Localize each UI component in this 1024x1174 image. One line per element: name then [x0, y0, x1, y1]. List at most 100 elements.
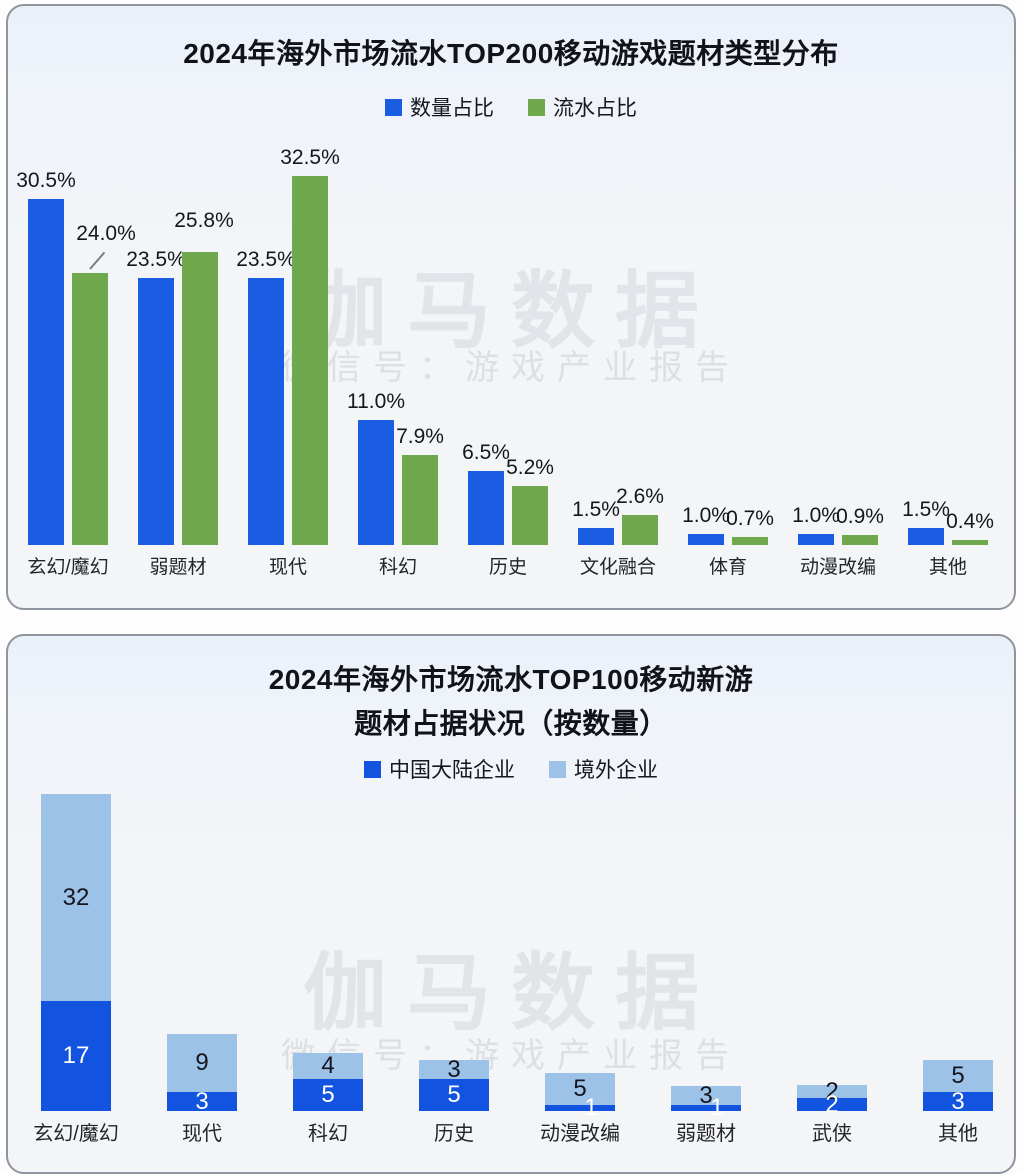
value-label: 4 — [321, 1052, 335, 1079]
category-label: 玄幻/魔幻 — [27, 557, 109, 578]
chart2-bar-domestic-c1 — [167, 1092, 237, 1111]
chart1-bar-s0-c2 — [248, 278, 284, 545]
value-label: 32 — [62, 883, 90, 911]
value-label: 32.5% — [280, 146, 340, 169]
category-label: 现代 — [268, 557, 307, 578]
chart2-bar-overseas-c7 — [923, 1060, 993, 1092]
overseas-swatch-icon — [549, 760, 566, 778]
category-label: 历史 — [488, 557, 527, 578]
revenue-share-label: 流水占比 — [553, 97, 637, 120]
chart1-bar-s0-c5 — [578, 528, 614, 545]
chart2-bar-domestic-c3 — [419, 1079, 489, 1111]
chart2-legend: 中国大陆企业 境外企业 — [8, 754, 1014, 784]
chart1-bar-s0-c0 — [28, 199, 64, 545]
chart1-bar-s0-c7 — [798, 534, 834, 545]
value-label: 25.8% — [174, 209, 234, 232]
legend-item-revenue-share: 流水占比 — [528, 92, 637, 122]
legend-item-mainland-china: 中国大陆企业 — [364, 754, 515, 784]
chart1-bar-s1-c1 — [182, 252, 218, 545]
chart1-bar-s1-c5 — [622, 515, 658, 545]
revenue-share-swatch-icon — [528, 98, 545, 116]
chart2-title-line2: 题材占据状况（按数量） — [354, 708, 668, 739]
chart2-plot: 32 17 玄幻/魔幻 9 3 现代 4 5 科幻 3 5 历史 5 1 动漫改编 3 1 弱题材 2 2 武侠 5 3 其他 — [8, 636, 1014, 1172]
value-label: 3 — [447, 1055, 461, 1083]
category-label: 动漫改编 — [540, 1123, 620, 1145]
chart1-title: 2024年海外市场流水TOP200移动游戏题材类型分布 — [183, 38, 839, 69]
value-label: 1 — [710, 1094, 724, 1121]
value-label: 5 — [447, 1081, 461, 1108]
category-label: 其他 — [928, 557, 967, 578]
value-label: 1.0% — [792, 504, 840, 527]
chart1-bar-s1-c7 — [842, 535, 878, 545]
chart2-bar-overseas-c2 — [293, 1053, 363, 1079]
chart2-bar-domestic-c0 — [41, 1001, 111, 1111]
chart2-bar-domestic-c7 — [923, 1092, 993, 1111]
chart1-bar-s1-c2 — [292, 176, 328, 545]
value-label: 1.5% — [572, 498, 620, 521]
value-label: 5 — [321, 1081, 335, 1108]
chart2-bar-domestic-c2 — [293, 1079, 363, 1111]
value-label: 2 — [825, 1090, 839, 1118]
value-label: 1 — [584, 1094, 598, 1121]
chart2-title-line1: 2024年海外市场流水TOP100移动新游 — [268, 664, 754, 695]
value-label: 0.7% — [726, 507, 774, 530]
category-label: 历史 — [434, 1123, 474, 1145]
value-label: 0.4% — [946, 510, 994, 533]
value-label: 11.0% — [347, 390, 405, 413]
value-label: 24.0% — [76, 222, 136, 245]
quantity-share-label: 数量占比 — [410, 97, 494, 120]
value-label: 1.5% — [902, 498, 950, 521]
value-label: 9 — [195, 1049, 209, 1076]
chart2-card: 2024年海外市场流水TOP100移动新游 题材占据状况（按数量） 中国大陆企业… — [6, 634, 1016, 1174]
chart2-bar-overseas-c0 — [41, 794, 111, 1001]
category-label: 科幻 — [308, 1123, 348, 1145]
chart2-bar-domestic-c5 — [671, 1105, 741, 1111]
value-label: 0.9% — [836, 505, 884, 528]
category-label: 弱题材 — [676, 1123, 736, 1145]
value-label: 6.5% — [462, 441, 510, 464]
mainland-china-swatch-icon — [364, 760, 381, 778]
value-label: 17 — [62, 1042, 90, 1069]
quantity-share-swatch-icon — [385, 98, 402, 116]
category-label: 武侠 — [812, 1123, 852, 1145]
legend-item-overseas: 境外企业 — [549, 754, 658, 784]
chart1-bar-s1-c8 — [952, 540, 988, 545]
value-label: 30.5% — [16, 169, 76, 192]
chart1-bar-s0-c4 — [468, 471, 504, 545]
value-label: 5 — [951, 1062, 965, 1089]
chart1-bar-s0-c8 — [908, 528, 944, 545]
value-label: 3 — [195, 1087, 209, 1115]
legend-item-quantity-share: 数量占比 — [385, 92, 494, 122]
value-label: 23.5% — [236, 248, 296, 271]
value-label: 3 — [951, 1087, 965, 1115]
chart1-card: 2024年海外市场流水TOP200移动游戏题材类型分布 数量占比 流水占比 伽马… — [6, 4, 1016, 610]
value-label: 2.6% — [616, 485, 664, 508]
chart2-bar-domestic-c4 — [545, 1105, 615, 1111]
category-label: 体育 — [708, 557, 747, 578]
category-label: 弱题材 — [149, 557, 207, 578]
chart2-bar-overseas-c3 — [419, 1060, 489, 1079]
value-label: 5 — [573, 1075, 587, 1102]
chart1-bar-s1-c4 — [512, 486, 548, 545]
chart1-bar-s1-c3 — [402, 455, 438, 545]
value-label: 7.9% — [396, 425, 444, 448]
chart1-bar-s0-c6 — [688, 534, 724, 545]
category-label: 其他 — [938, 1123, 978, 1145]
chart2-bar-overseas-c6 — [797, 1085, 867, 1098]
chart1-legend: 数量占比 流水占比 — [8, 92, 1014, 122]
chart1-bar-s1-c6 — [732, 537, 768, 545]
value-label: 1.0% — [682, 504, 730, 527]
value-label: 5.2% — [506, 456, 554, 479]
value-label: 2 — [825, 1077, 839, 1105]
chart2-bar-overseas-c5 — [671, 1086, 741, 1105]
chart2-bar-overseas-c1 — [167, 1034, 237, 1092]
chart1-plot: 玄幻/魔幻 30.5% 24.0% 弱题材 23.5% 25.8% 现代 23.5% 32.5%… — [8, 6, 1014, 608]
overseas-label: 境外企业 — [574, 759, 658, 782]
category-label: 科幻 — [378, 557, 417, 578]
chart1-bar-s0-c1 — [138, 278, 174, 545]
category-label: 玄幻/魔幻 — [33, 1123, 119, 1145]
mainland-china-label: 中国大陆企业 — [389, 759, 515, 782]
value-label: 3 — [699, 1081, 713, 1109]
chart2-bar-overseas-c4 — [545, 1073, 615, 1105]
chart1-bar-s1-c0 — [72, 273, 108, 545]
